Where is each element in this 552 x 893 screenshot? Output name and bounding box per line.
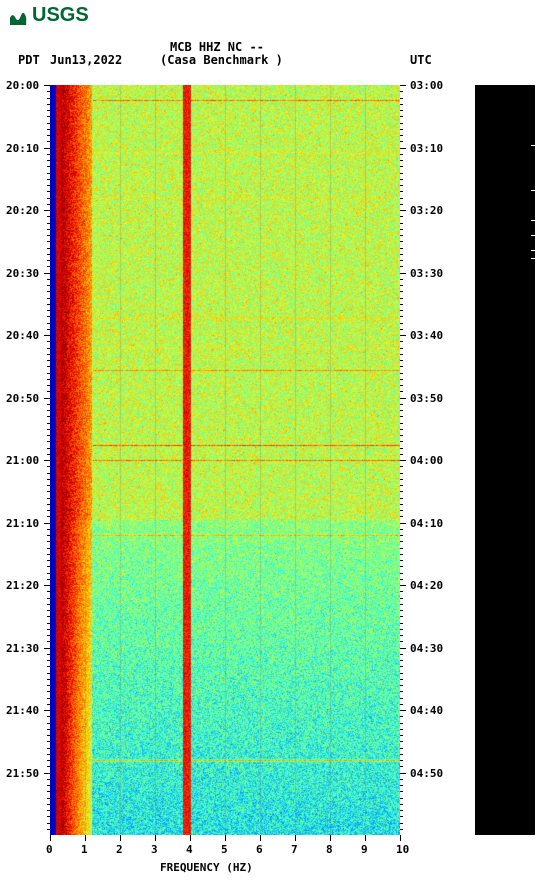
- x-tick-label: 2: [116, 843, 123, 856]
- left-tick-label: 21:00: [6, 454, 39, 467]
- utc-header: UTC: [410, 53, 432, 67]
- right-tick-label: 04:20: [410, 579, 443, 592]
- logo-text: USGS: [32, 4, 89, 27]
- right-tick-label: 04:50: [410, 767, 443, 780]
- x-tick-label: 5: [221, 843, 228, 856]
- right-tick-label: 03:20: [410, 204, 443, 217]
- x-axis-title: FREQUENCY (HZ): [160, 861, 253, 874]
- right-tick-label: 03:50: [410, 392, 443, 405]
- x-tick-label: 1: [81, 843, 88, 856]
- left-tick-label: 21:40: [6, 704, 39, 717]
- left-tick-label: 20:10: [6, 142, 39, 155]
- left-tick-label: 21:30: [6, 642, 39, 655]
- right-tick-label: 03:00: [410, 79, 443, 92]
- right-tick-label: 03:30: [410, 267, 443, 280]
- right-tick-label: 04:40: [410, 704, 443, 717]
- usgs-logo: USGS: [10, 4, 89, 27]
- left-tick-label: 20:20: [6, 204, 39, 217]
- right-tick-label: 04:10: [410, 517, 443, 530]
- station-name: (Casa Benchmark ): [160, 53, 283, 67]
- left-tick-label: 20:00: [6, 79, 39, 92]
- station-code: MCB HHZ NC --: [170, 40, 264, 54]
- right-tick-label: 03:40: [410, 329, 443, 342]
- x-tick-label: 0: [46, 843, 53, 856]
- left-tick-label: 21:10: [6, 517, 39, 530]
- left-tick-label: 20:50: [6, 392, 39, 405]
- x-tick-label: 8: [326, 843, 333, 856]
- x-tick-label: 4: [186, 843, 193, 856]
- x-tick-label: 7: [291, 843, 298, 856]
- left-tick-label: 20:30: [6, 267, 39, 280]
- left-tick-label: 20:40: [6, 329, 39, 342]
- wave-icon: [10, 7, 28, 25]
- x-tick-label: 9: [361, 843, 368, 856]
- spectrogram-chart: [50, 85, 400, 835]
- right-tick-label: 03:10: [410, 142, 443, 155]
- x-tick-label: 10: [396, 843, 409, 856]
- amplitude-sidebar: [475, 85, 535, 835]
- left-tick-label: 21:50: [6, 767, 39, 780]
- left-tick-label: 21:20: [6, 579, 39, 592]
- spectrogram-canvas: [50, 85, 400, 835]
- x-tick-label: 6: [256, 843, 263, 856]
- right-tick-label: 04:30: [410, 642, 443, 655]
- pdt-header: PDT: [18, 53, 40, 67]
- date-text: Jun13,2022: [50, 53, 122, 67]
- x-tick-label: 3: [151, 843, 158, 856]
- right-tick-label: 04:00: [410, 454, 443, 467]
